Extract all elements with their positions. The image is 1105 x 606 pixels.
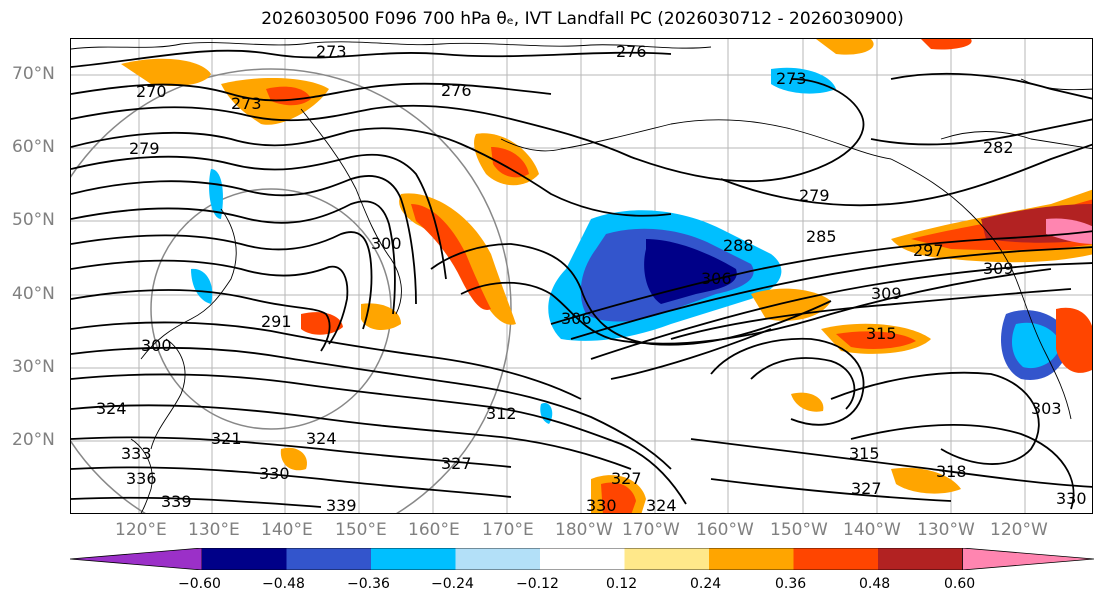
colorbar-tick: −0.48: [262, 576, 305, 592]
contour-label: 315: [849, 444, 880, 463]
contour-label: 300: [141, 336, 172, 355]
lon-label-170w: 170°W: [622, 520, 680, 540]
colorbar-segment: [286, 548, 371, 570]
lon-label-120e: 120°E: [115, 520, 167, 540]
contour-label: 309: [983, 259, 1014, 278]
lat-label-40: 40°N: [12, 284, 55, 304]
contour-label: 273: [776, 69, 807, 88]
contour-label: 285: [806, 227, 837, 246]
contour-label: 282: [983, 138, 1014, 157]
lat-label-60: 60°N: [12, 137, 55, 157]
colorbar-tick: 0.60: [944, 576, 976, 592]
contour-label: 276: [441, 81, 472, 100]
theta-e-contours: [71, 49, 1092, 510]
contour-label: 306: [701, 269, 732, 288]
colorbar-segment: [709, 548, 794, 570]
contour-label: 279: [799, 186, 830, 205]
lon-label-160e: 160°E: [408, 520, 460, 540]
lon-label-130w: 130°W: [917, 520, 975, 540]
contour-label: 321: [211, 429, 242, 448]
contour-label: 330: [1056, 489, 1087, 508]
lon-label-170e: 170°E: [482, 520, 534, 540]
lon-label-140e: 140°E: [261, 520, 313, 540]
contour-label: 324: [96, 399, 127, 418]
lon-label-150w: 150°W: [770, 520, 828, 540]
contour-label: 297: [913, 241, 944, 260]
contour-label: 333: [121, 444, 152, 463]
contour-label: 318: [936, 462, 967, 481]
lon-label-120w: 120°W: [990, 520, 1048, 540]
contour-label: 312: [486, 404, 517, 423]
contour-label: 339: [161, 492, 192, 511]
lat-label-20: 20°N: [12, 430, 55, 450]
contour-label: 279: [129, 139, 160, 158]
contour-label: 324: [646, 496, 677, 514]
lon-label-180w: 180°W: [555, 520, 613, 540]
colorbar-tick: −0.24: [431, 576, 474, 592]
colorbar-tick: 0.36: [775, 576, 807, 592]
colorbar-segment: [878, 548, 963, 570]
contour-label: 336: [126, 469, 157, 488]
contour-label: 270: [136, 82, 167, 101]
lat-label-50: 50°N: [12, 210, 55, 230]
contour-label: 276: [616, 42, 647, 61]
contour-labels: 273 276 276 273 270 273 279 279 285 288 …: [96, 42, 1087, 514]
colorbar: [70, 548, 1094, 570]
lat-label-70: 70°N: [12, 64, 55, 84]
colorbar-segment: [540, 548, 625, 570]
contour-label: 327: [851, 479, 882, 498]
colorbar-tick: −0.60: [178, 576, 221, 592]
lon-label-160w: 160°W: [696, 520, 754, 540]
lon-label-130e: 130°E: [188, 520, 240, 540]
colorbar-segment: [793, 548, 878, 570]
coastlines: [71, 41, 1092, 513]
contour-label: 324: [306, 429, 337, 448]
map-panel: 273 276 276 273 270 273 279 279 285 288 …: [70, 38, 1093, 514]
colorbar-tick: 0.12: [606, 576, 638, 592]
colorbar-tick: −0.12: [516, 576, 559, 592]
contour-label: 330: [259, 464, 290, 483]
contour-label: 288: [723, 236, 754, 255]
contour-label: 306: [561, 309, 592, 328]
colorbar-segment: [202, 548, 287, 570]
colorbar-tick: −0.36: [347, 576, 390, 592]
colorbar-segment: [455, 548, 540, 570]
contour-label: 315: [866, 324, 897, 343]
contour-label: 309: [871, 284, 902, 303]
contour-label: 291: [261, 312, 292, 331]
anomaly-shading: [121, 39, 1092, 513]
contour-label: 330: [586, 496, 617, 514]
contour-label: 300: [371, 234, 402, 253]
lon-label-140w: 140°W: [843, 520, 901, 540]
colorbar-tick: 0.48: [859, 576, 891, 592]
chart-title: 2026030500 F096 700 hPa θₑ, IVT Landfall…: [261, 9, 904, 29]
lat-label-30: 30°N: [12, 357, 55, 377]
contour-label: 303: [1031, 399, 1062, 418]
contour-label: 273: [316, 42, 347, 61]
colorbar-segment: [962, 548, 1094, 570]
colorbar-segment: [624, 548, 709, 570]
colorbar-segment: [371, 548, 456, 570]
contour-label: 327: [611, 469, 642, 488]
contour-label: 273: [231, 94, 262, 113]
colorbar-tick: 0.24: [690, 576, 722, 592]
contour-label: 327: [441, 454, 472, 473]
map-svg: 273 276 276 273 270 273 279 279 285 288 …: [71, 39, 1092, 514]
colorbar-segment: [70, 548, 203, 570]
contour-label: 339: [326, 496, 357, 514]
lon-label-150e: 150°E: [335, 520, 387, 540]
